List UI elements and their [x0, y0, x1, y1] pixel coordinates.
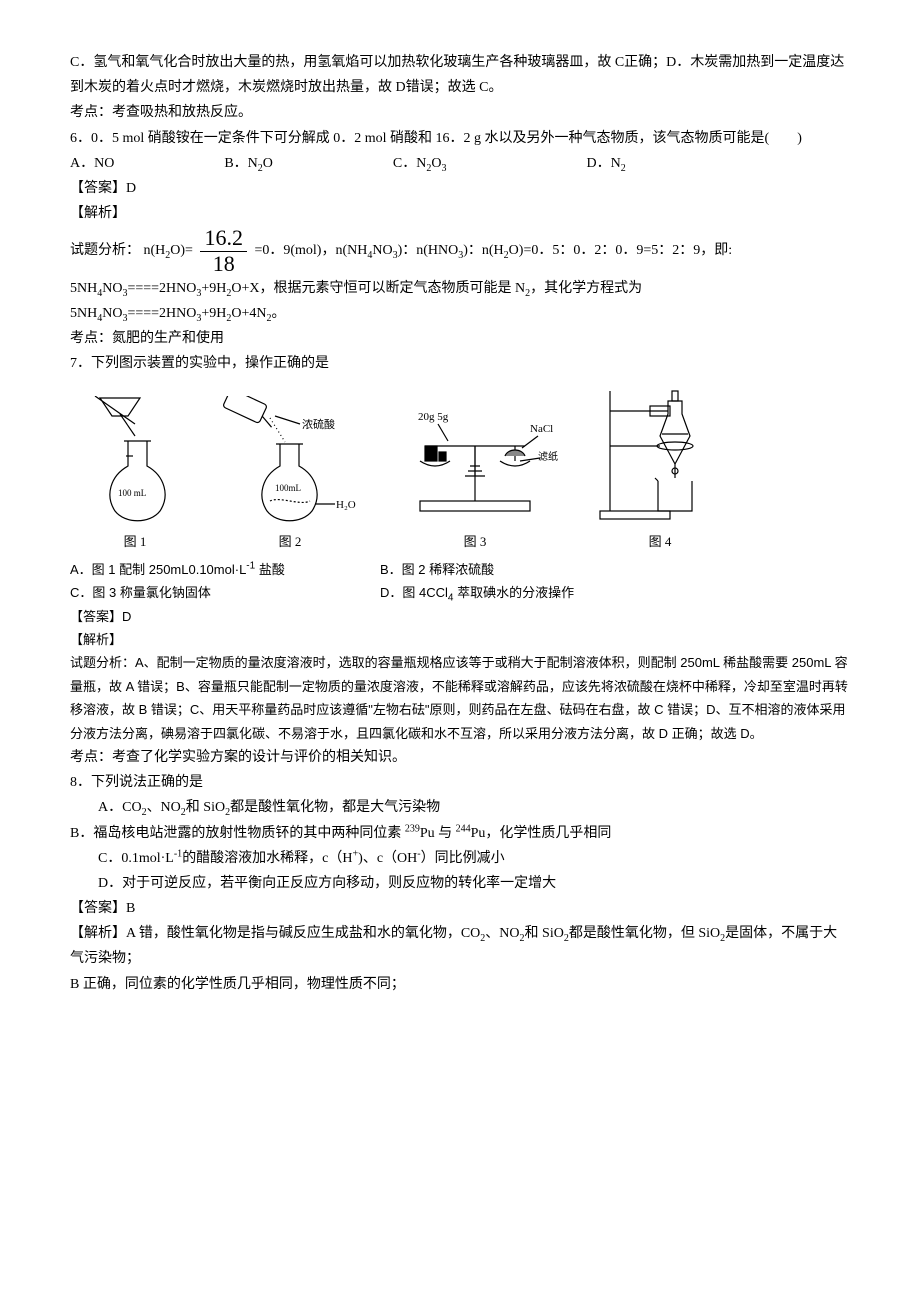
q7-fig2-label1: 浓硫酸: [302, 417, 335, 431]
q7-fig3: 20g 5g NaCl 滤纸 图 3: [380, 406, 570, 553]
q6-analysis-part1: 试题分析： n(H2O)=: [70, 243, 196, 258]
q6-stem: 6．0．5 mol 硝酸铵在一定条件下可分解成 0．2 mol 硝酸和 16．2…: [70, 126, 850, 151]
q6-kaodian: 考点：氮肥的生产和使用: [70, 326, 850, 351]
q6-optA: A．NO: [70, 151, 114, 176]
q7-fig2: 浓硫酸 100mL H₂O 图 2: [200, 396, 380, 553]
q7-optB: B．图 2 稀释浓硫酸: [380, 558, 494, 581]
intro-line: C．氢气和氧气化合时放出大量的热，用氢氧焰可以加热软化玻璃生产各种玻璃器皿，故 …: [70, 50, 850, 100]
q7-fig3-label3: 滤纸: [538, 450, 558, 463]
q6-fraction: 16.2 18: [200, 226, 247, 275]
q6-optC: C．N2O3: [393, 151, 447, 176]
q7-fig3-label2: NaCl: [530, 423, 553, 435]
q7-figures: 100 mL 图 1 浓硫酸 100mL H₂O 图: [70, 386, 850, 553]
q7-fig2-cap: 图 2: [200, 530, 380, 553]
q7-fig4: 图 4: [570, 386, 750, 553]
q7-fig2-svg: 浓硫酸 100mL H₂O: [220, 396, 360, 526]
q6-frac-num: 16.2: [200, 226, 247, 251]
q7-fig1-cap: 图 1: [70, 530, 200, 553]
q7-fig4-cap: 图 4: [570, 530, 750, 553]
q7-fig3-svg: 20g 5g NaCl 滤纸: [390, 406, 560, 526]
q7-fig1-svg: 100 mL: [80, 396, 190, 526]
q7-fig3-label1: 20g 5g: [418, 411, 449, 423]
q7-fig4-svg: [590, 386, 730, 526]
q8-stem: 8．下列说法正确的是: [70, 770, 850, 795]
q7-options: A．图 1 配制 250mL0.10mol·L-1 盐酸 B．图 2 稀释浓硫酸…: [70, 558, 850, 605]
q7-fig1: 100 mL 图 1: [70, 396, 200, 553]
q6-analysis: 试题分析： n(H2O)= 16.2 18 =0．9(mol)，n(NH4NO3…: [70, 226, 850, 326]
q6-frac-den: 18: [200, 252, 247, 276]
q7-fig2-label2: 100mL: [275, 483, 301, 493]
q8-optB: B．福岛核电站泄露的放射性物质钚的其中两种同位素 239Pu 与 244Pu，化…: [70, 821, 850, 846]
q7-optD: D．图 4CCl4 萃取碘水的分液操作: [380, 581, 574, 604]
q7-fig1-label: 100 mL: [118, 488, 146, 498]
q7-optC: C．图 3 称量氯化钠固体: [70, 581, 380, 604]
q6-optD: D．N2: [587, 151, 626, 176]
q8-jiexi-B: B 正确，同位素的化学性质几乎相同，物理性质不同；: [70, 972, 850, 997]
q6-jiexi-label: 【解析】: [70, 201, 850, 226]
q6-optB: B．N2O: [224, 151, 273, 176]
q7-fig2-label3: H₂O: [336, 499, 356, 511]
q8-answer: 【答案】B: [70, 896, 850, 921]
q7-answer: 【答案】D: [70, 605, 850, 628]
q7-fig3-cap: 图 3: [380, 530, 570, 553]
q6-answer: 【答案】D: [70, 176, 850, 201]
q8-optC: C．0.1mol·L-1的醋酸溶液加水稀释，c（H+)、c（OH-）同比例减小: [70, 846, 850, 871]
q7-stem: 7．下列图示装置的实验中，操作正确的是: [70, 351, 850, 376]
intro-kaodian: 考点：考查吸热和放热反应。: [70, 100, 850, 125]
q7-jiexi-label: 【解析】: [70, 628, 850, 651]
q8-optD: D．对于可逆反应，若平衡向正反应方向移动，则反应物的转化率一定增大: [70, 871, 850, 896]
q7-analysis: 试题分析：A、配制一定物质的量浓度溶液时，选取的容量瓶规格应该等于或稍大于配制溶…: [70, 651, 850, 745]
q8-optA: A．CO2、NO2和 SiO2都是酸性氧化物，都是大气污染物: [70, 795, 850, 820]
q7-kaodian: 考点：考查了化学实验方案的设计与评价的相关知识。: [70, 745, 850, 770]
q8-jiexi-A: 【解析】A 错，酸性氧化物是指与碱反应生成盐和水的氧化物，CO2、NO2和 Si…: [70, 921, 850, 971]
q7-optA: A．图 1 配制 250mL0.10mol·L-1 盐酸: [70, 558, 380, 581]
q6-options: A．NO B．N2O C．N2O3 D．N2: [70, 151, 850, 176]
